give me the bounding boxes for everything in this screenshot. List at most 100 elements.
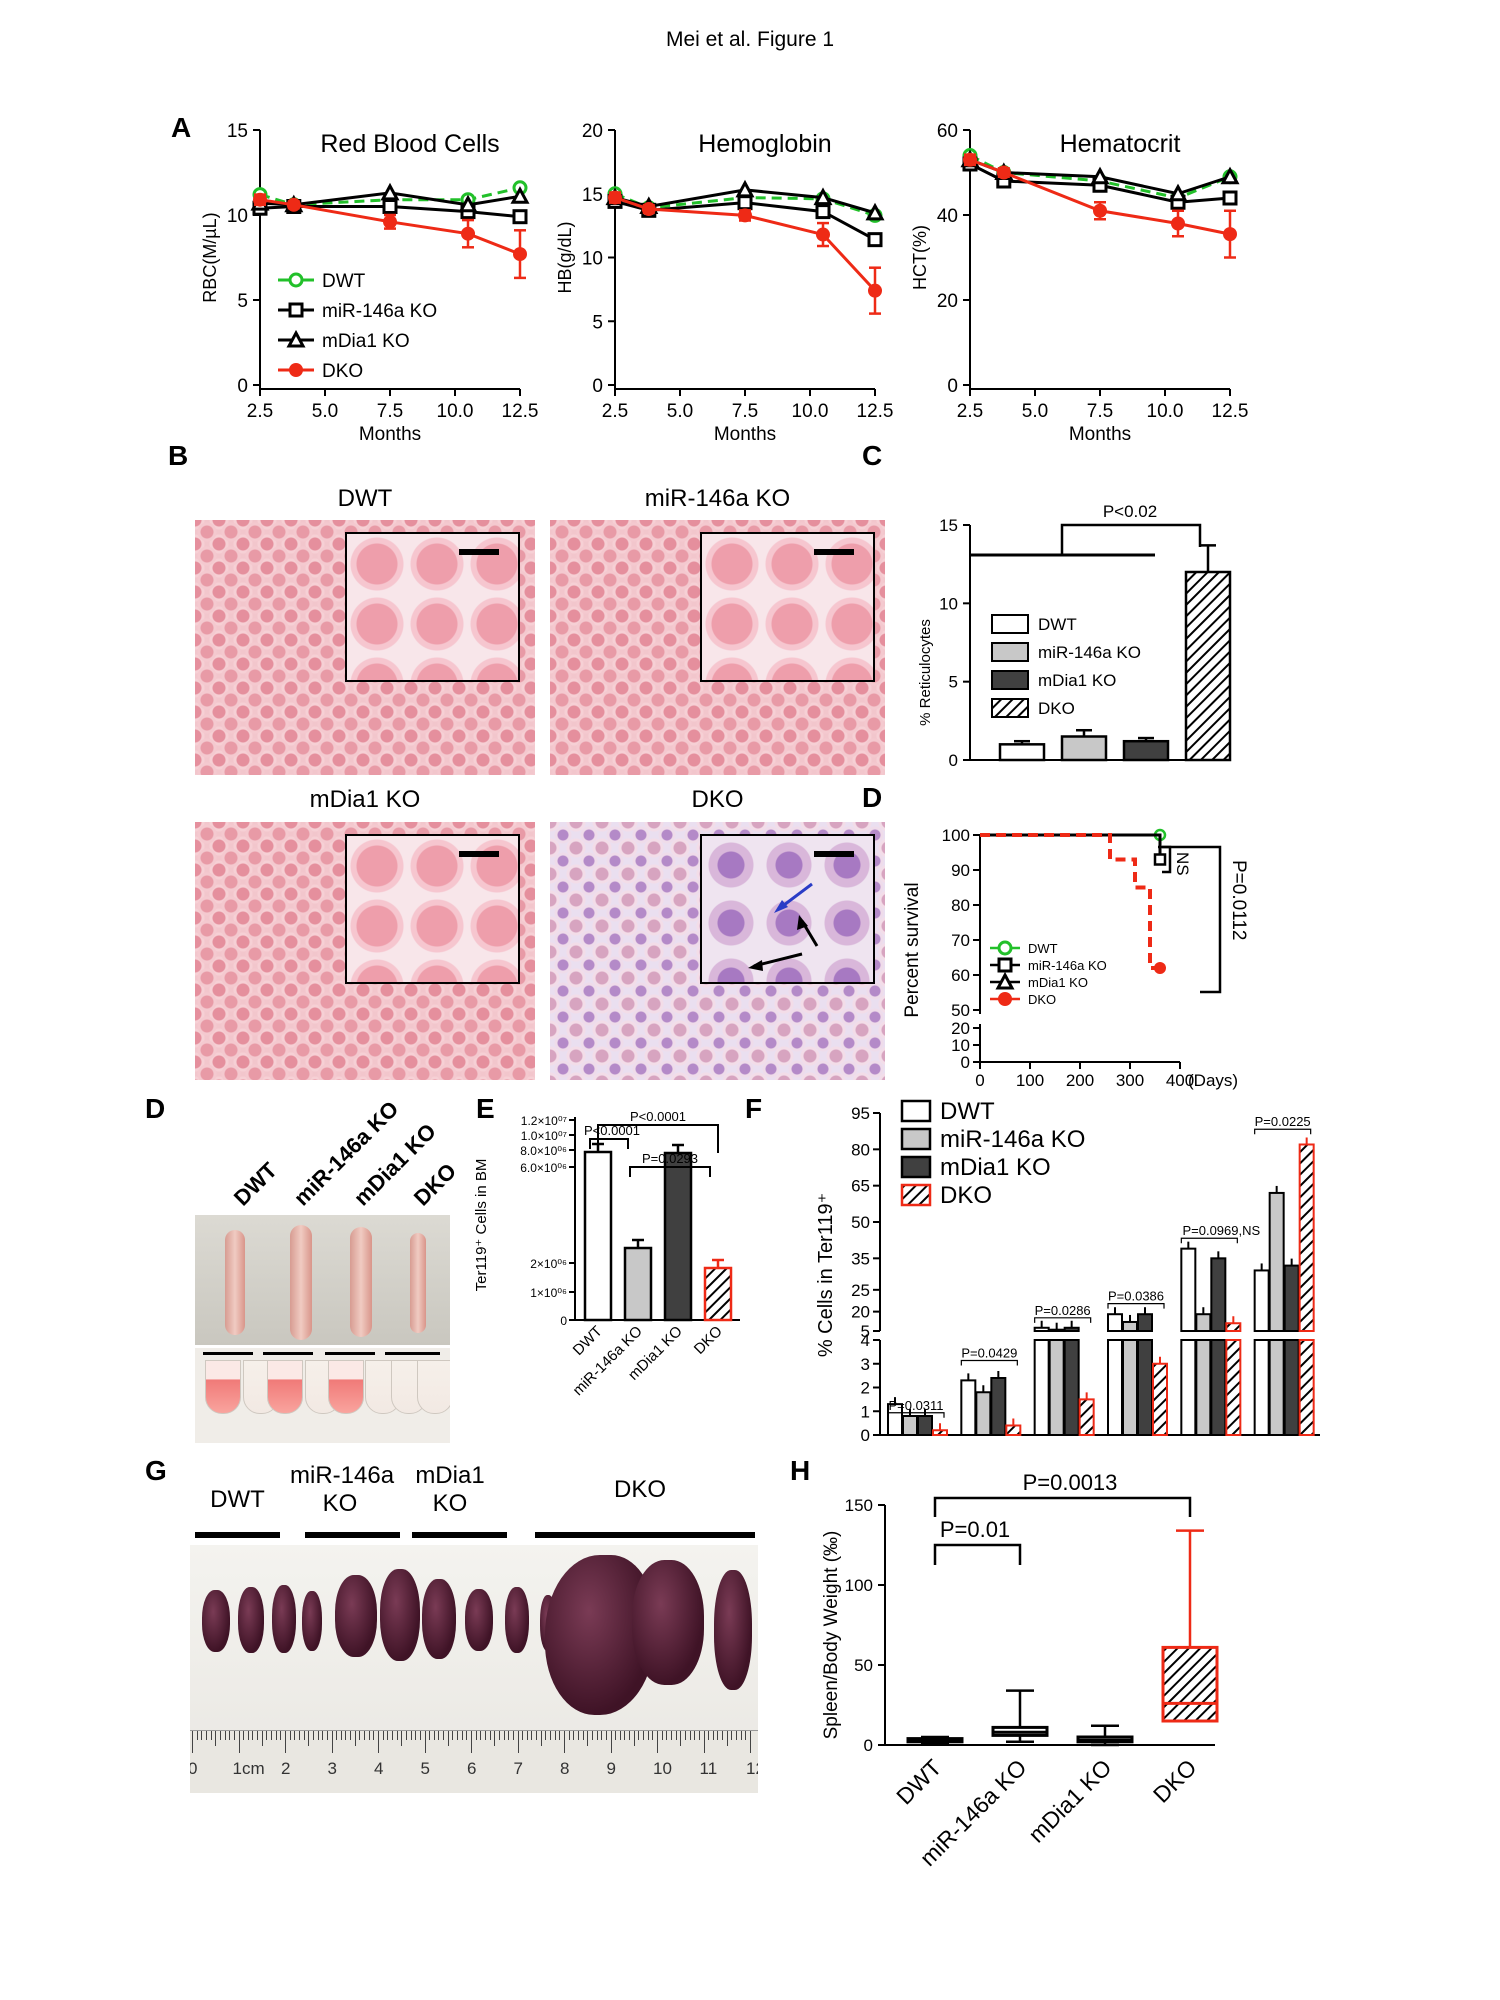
- legend-label: DWT: [1038, 615, 1077, 634]
- marker-point: [641, 202, 656, 217]
- significance-bracket: [887, 1412, 945, 1418]
- spleen-group-labels: DWT miR-146a KO mDia1 KO DKO: [195, 1462, 755, 1532]
- spleen: [422, 1579, 456, 1659]
- ruler-tick: [689, 1731, 691, 1740]
- bar: [1210, 1339, 1227, 1436]
- y-tick-label: 0: [864, 1736, 873, 1755]
- spleen: [302, 1591, 322, 1651]
- x-tick-label: 12.5: [1212, 401, 1249, 422]
- bone-mdia1: [350, 1227, 372, 1337]
- bar: [1268, 1191, 1285, 1332]
- marker-point: [1153, 853, 1167, 866]
- marker-point: [510, 186, 530, 204]
- marker-point: [737, 195, 753, 211]
- ruler-tick: [624, 1731, 626, 1740]
- legend-swatch: [900, 1155, 932, 1179]
- ruler-tick: [210, 1731, 212, 1740]
- bar: [932, 1429, 948, 1436]
- x-tick-label: 7.5: [732, 401, 758, 422]
- marker-point: [998, 992, 1012, 1006]
- p-value: P=0.0286: [1035, 1303, 1091, 1318]
- ruler-tick: [638, 1731, 640, 1740]
- legend-label: mDia1 KO: [1038, 671, 1116, 690]
- tube: [267, 1360, 303, 1414]
- legend-label: DWT: [1028, 941, 1058, 956]
- bar: [1184, 570, 1232, 762]
- ruler-tick: [670, 1731, 672, 1740]
- bar: [1048, 1328, 1065, 1332]
- y-tick-label: 80: [851, 1140, 870, 1159]
- ruler-tick: [736, 1731, 738, 1740]
- legend-label: DWT: [322, 271, 366, 292]
- ruler-number: 10: [653, 1759, 672, 1778]
- ruler-tick: [438, 1731, 440, 1740]
- ruler-number: 3: [327, 1759, 337, 1778]
- bar: [1122, 1320, 1138, 1332]
- panel-label-e: E: [476, 1093, 495, 1124]
- ruler-tick: [750, 1731, 751, 1753]
- legend-label: DKO: [1038, 699, 1075, 718]
- bar: [663, 1151, 693, 1322]
- ruler-tick: [257, 1731, 259, 1740]
- legend-label: miR-146a KO: [1028, 958, 1107, 973]
- spleen-label-mir146a: miR-146a KO: [290, 1462, 395, 1517]
- bar: [1210, 1257, 1227, 1332]
- bar: [1048, 1339, 1065, 1436]
- spleen: [714, 1570, 752, 1690]
- bar: [1180, 1339, 1197, 1436]
- ruler-tick: [726, 1731, 728, 1746]
- ruler-tick: [615, 1731, 617, 1740]
- ruler-tick: [512, 1731, 514, 1740]
- marker-point: [816, 227, 830, 242]
- x-tick-label: DKO: [1148, 1754, 1202, 1808]
- bar: [1122, 1339, 1138, 1436]
- ruler-tick: [326, 1731, 328, 1740]
- x-tick-label: DWT: [891, 1754, 946, 1809]
- marker-point: [1171, 216, 1185, 231]
- x-tick-label: 5.0: [1022, 401, 1048, 422]
- x-tick-label: 10.0: [1147, 401, 1184, 422]
- x-axis-unit: (Days): [1188, 1071, 1238, 1090]
- y-tick-label: 10: [582, 249, 603, 270]
- significance-bracket: [629, 1166, 711, 1177]
- marker-point: [1220, 166, 1240, 185]
- ruler-tick: [517, 1731, 519, 1753]
- ruler-tick: [266, 1731, 268, 1740]
- p-value: P=0.0013: [1023, 1470, 1118, 1495]
- ruler-tick: [433, 1731, 435, 1740]
- survival-curve: [980, 833, 1162, 860]
- x-axis-label: Months: [714, 424, 776, 445]
- smear-inset-dwt: [345, 532, 520, 682]
- smear-label-dko: DKO: [691, 786, 744, 813]
- x-axis-label: Months: [359, 424, 421, 445]
- ruler-tick: [573, 1731, 575, 1740]
- legend-swatch: [991, 614, 1029, 634]
- ruler-tick: [382, 1731, 384, 1740]
- ruler-tick: [229, 1731, 231, 1740]
- ruler-number: 12: [746, 1759, 758, 1778]
- y-tick-label: 5: [861, 1322, 870, 1341]
- ruler-tick: [484, 1731, 486, 1740]
- ruler-tick: [587, 1731, 589, 1746]
- marker-point: [288, 302, 304, 318]
- bar: [998, 743, 1046, 762]
- ruler-number: 11: [699, 1759, 718, 1778]
- ruler-tick: [684, 1731, 686, 1740]
- marker-point: [1222, 190, 1238, 206]
- smear-label-dwt: DWT: [337, 485, 393, 512]
- marker-point: [735, 179, 755, 198]
- legend-swatch: [900, 1183, 932, 1207]
- x-tick-label: 7.5: [1087, 401, 1113, 422]
- y-tick-label: 3: [861, 1355, 870, 1374]
- ruler-tick: [703, 1731, 705, 1753]
- y-axis-label: % Cells in Ter119⁺: [815, 1193, 837, 1357]
- marker-point: [382, 199, 398, 214]
- ruler-tick: [708, 1731, 710, 1740]
- marker-point: [383, 214, 397, 229]
- ruler-tick: [224, 1731, 226, 1740]
- ruler-tick: [215, 1731, 217, 1746]
- panel-label-a: A: [171, 112, 192, 143]
- ruler-tick: [522, 1731, 524, 1740]
- marker-point: [813, 187, 833, 206]
- ruler-tick: [605, 1731, 607, 1740]
